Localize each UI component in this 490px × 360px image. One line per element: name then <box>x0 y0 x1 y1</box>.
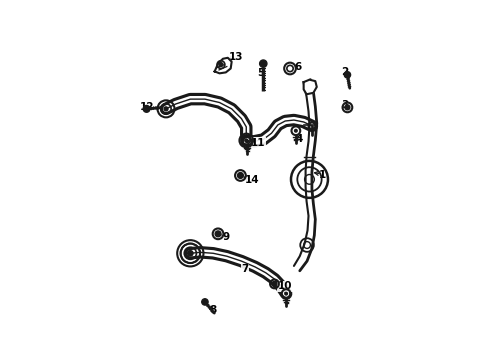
Text: 7: 7 <box>242 264 249 274</box>
Circle shape <box>219 63 223 67</box>
Circle shape <box>216 232 220 236</box>
Circle shape <box>202 299 208 305</box>
Circle shape <box>245 139 248 142</box>
Polygon shape <box>215 58 232 73</box>
Circle shape <box>238 173 243 177</box>
Text: 5: 5 <box>257 68 264 78</box>
Text: 11: 11 <box>251 138 266 148</box>
Text: 1: 1 <box>319 170 326 180</box>
Circle shape <box>285 292 288 295</box>
Circle shape <box>345 105 349 109</box>
Text: 4: 4 <box>296 135 303 144</box>
Text: 12: 12 <box>140 102 155 112</box>
Circle shape <box>246 140 248 143</box>
Circle shape <box>294 130 297 132</box>
Text: 13: 13 <box>229 52 244 62</box>
Text: 6: 6 <box>294 62 301 72</box>
Circle shape <box>260 60 267 67</box>
Circle shape <box>344 72 350 78</box>
Text: 3: 3 <box>341 100 348 111</box>
Circle shape <box>164 107 168 111</box>
Circle shape <box>188 251 193 256</box>
Text: 14: 14 <box>245 175 260 185</box>
Text: 10: 10 <box>278 282 293 291</box>
Circle shape <box>143 105 150 112</box>
Text: 8: 8 <box>210 305 217 315</box>
Text: 2: 2 <box>341 67 348 77</box>
Text: 9: 9 <box>223 232 230 242</box>
Polygon shape <box>304 80 317 94</box>
Circle shape <box>273 282 276 286</box>
